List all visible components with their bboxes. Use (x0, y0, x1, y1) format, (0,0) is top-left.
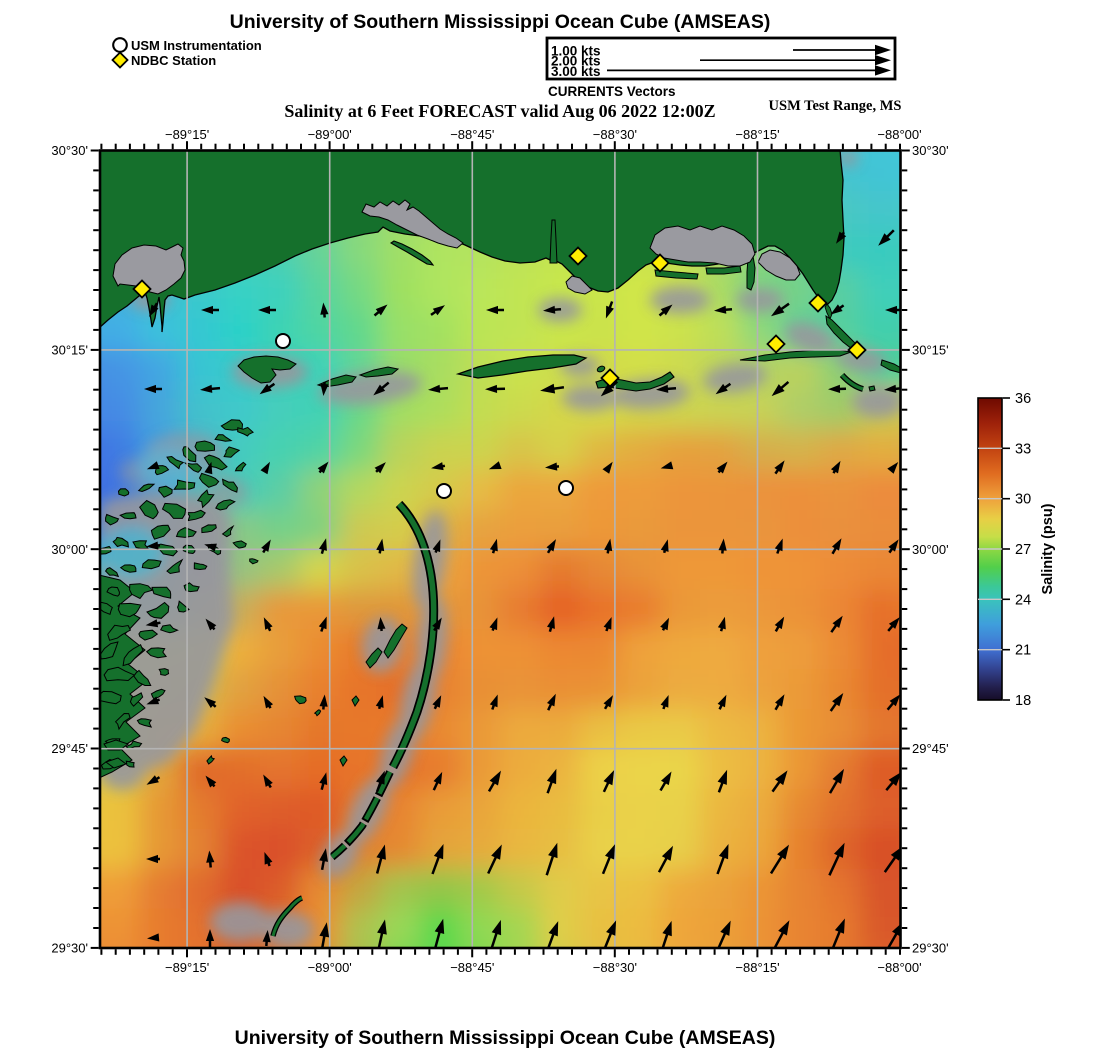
svg-text:Salinity (psu): Salinity (psu) (1040, 503, 1056, 594)
svg-text:27: 27 (1015, 542, 1031, 558)
svg-text:−88°45': −88°45' (450, 960, 494, 975)
svg-text:−88°15': −88°15' (735, 960, 779, 975)
svg-text:CURRENTS Vectors: CURRENTS Vectors (548, 84, 676, 99)
svg-text:−88°00': −88°00' (877, 127, 921, 142)
svg-text:30°15': 30°15' (912, 342, 949, 357)
svg-text:USM Instrumentation: USM Instrumentation (131, 38, 262, 53)
svg-text:30: 30 (1015, 492, 1031, 508)
svg-text:18: 18 (1015, 693, 1031, 709)
svg-text:USM Test Range, MS: USM Test Range, MS (769, 98, 902, 114)
svg-text:30°30': 30°30' (51, 143, 88, 158)
svg-text:−88°30': −88°30' (593, 960, 637, 975)
svg-text:NDBC Station: NDBC Station (131, 53, 216, 68)
svg-text:1.00 kts: 1.00 kts (551, 44, 601, 59)
svg-text:30°30': 30°30' (912, 143, 949, 158)
svg-text:36: 36 (1015, 391, 1031, 407)
svg-text:30°15': 30°15' (51, 342, 88, 357)
svg-text:29°30': 29°30' (51, 941, 88, 956)
svg-text:33: 33 (1015, 441, 1031, 457)
svg-text:24: 24 (1015, 592, 1031, 608)
svg-text:−89°15': −89°15' (165, 127, 209, 142)
svg-text:29°45': 29°45' (912, 741, 949, 756)
svg-text:2.00 kts: 2.00 kts (551, 54, 601, 69)
svg-text:Salinity at 6 Feet FORECAST va: Salinity at 6 Feet FORECAST valid Aug 06… (284, 101, 715, 121)
svg-text:30°00': 30°00' (912, 542, 949, 557)
svg-text:−88°15': −88°15' (735, 127, 779, 142)
svg-text:University of Southern Mississ: University of Southern Mississippi Ocean… (230, 11, 771, 33)
svg-text:−88°30': −88°30' (593, 127, 637, 142)
svg-text:21: 21 (1015, 643, 1031, 659)
svg-text:3.00 kts: 3.00 kts (551, 64, 601, 79)
svg-text:−89°00': −89°00' (308, 127, 352, 142)
svg-text:−89°00': −89°00' (308, 960, 352, 975)
svg-text:−89°15': −89°15' (165, 960, 209, 975)
svg-text:−88°45': −88°45' (450, 127, 494, 142)
svg-text:−88°00': −88°00' (877, 960, 921, 975)
svg-text:29°30': 29°30' (912, 941, 949, 956)
svg-text:29°45': 29°45' (51, 741, 88, 756)
svg-text:University of Southern Mississ: University of Southern Mississippi Ocean… (235, 1027, 776, 1049)
svg-text:30°00': 30°00' (51, 542, 88, 557)
